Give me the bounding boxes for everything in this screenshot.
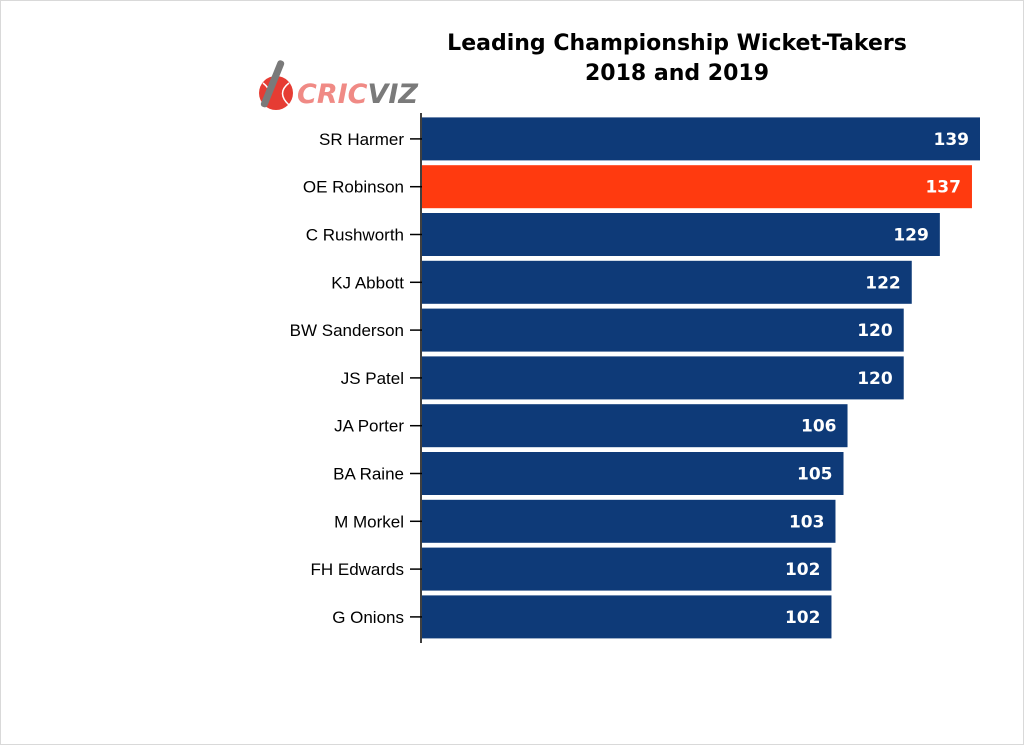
logo-text-viz: VIZ [367,79,418,110]
chart-title: Leading Championship Wicket-Takers [447,31,907,56]
data-label: 120 [857,369,893,389]
ball-icon [259,60,293,110]
y-tick-label: OE Robinson [303,178,404,197]
bar-fh-edwards [422,547,832,591]
plot-area: SR Harmer 139 OE Robinson 137 C Rushworth 129… [290,117,980,639]
data-label: 122 [865,273,901,293]
bar-g-onions [422,595,832,639]
bar-bw-sanderson [422,308,904,352]
bar-oe-robinson [422,165,972,209]
y-tick-label: C Rushworth [306,226,404,245]
y-tick-label: G Onions [332,608,404,627]
logo-text: CRICVIZ [297,79,418,110]
data-label: 105 [797,465,833,485]
y-tick-label: JS Patel [341,369,404,388]
data-label: 106 [801,417,837,437]
data-label: 139 [934,130,970,150]
y-tick-label: M Morkel [334,512,404,531]
data-label: 102 [785,560,821,580]
data-label: 120 [857,321,893,341]
bar-ba-raine [422,452,844,495]
data-label: 129 [893,226,929,246]
y-tick-label: BW Sanderson [290,321,404,340]
y-tick-label: SR Harmer [319,130,404,149]
data-label: 137 [925,178,961,198]
cricviz-logo: CRICVIZ [259,60,418,110]
bar-c-rushworth [422,213,940,256]
y-tick-label: KJ Abbott [331,273,404,292]
data-label: 102 [785,608,821,628]
y-tick-label: BA Raine [333,465,404,484]
y-tick-label: FH Edwards [310,560,404,579]
chart-subtitle: 2018 and 2019 [585,61,769,86]
logo-text-cric: CRIC [297,79,368,110]
bar-m-morkel [422,499,836,543]
bar-js-patel [422,356,904,400]
bar-kj-abbott [422,260,912,304]
bar-sr-harmer [422,117,980,161]
data-label: 103 [789,512,825,532]
y-tick-label: JA Porter [334,417,404,436]
bar-ja-porter [422,404,848,448]
